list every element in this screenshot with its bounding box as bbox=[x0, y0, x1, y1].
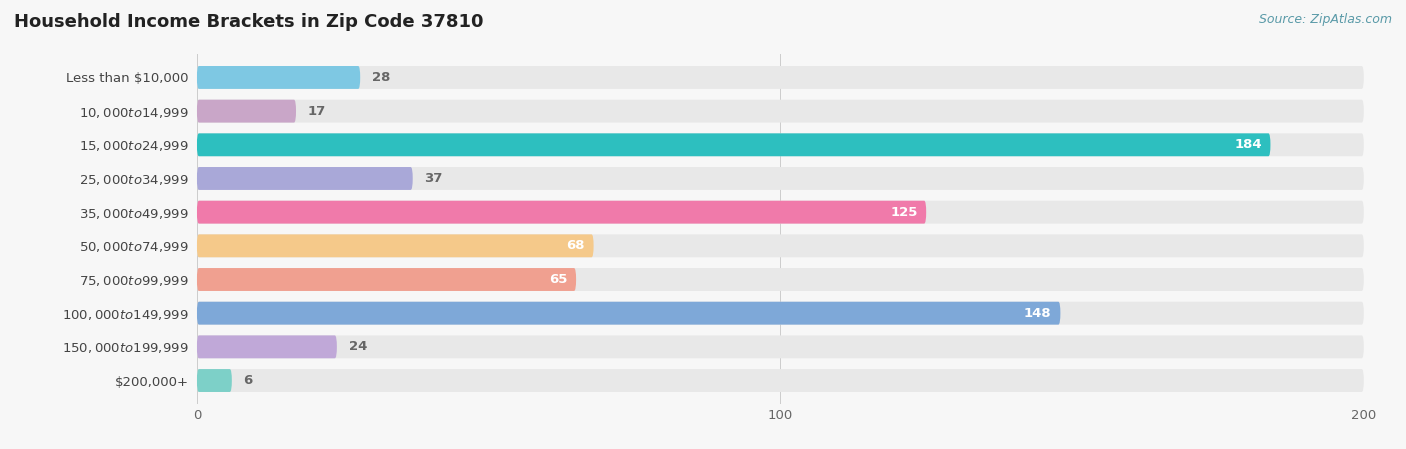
FancyBboxPatch shape bbox=[197, 201, 1364, 224]
FancyBboxPatch shape bbox=[197, 100, 1364, 123]
FancyBboxPatch shape bbox=[197, 335, 1364, 358]
FancyBboxPatch shape bbox=[197, 100, 297, 123]
FancyBboxPatch shape bbox=[197, 201, 927, 224]
FancyBboxPatch shape bbox=[197, 369, 232, 392]
Text: 6: 6 bbox=[243, 374, 253, 387]
Text: 24: 24 bbox=[349, 340, 367, 353]
FancyBboxPatch shape bbox=[197, 234, 593, 257]
Text: 37: 37 bbox=[425, 172, 443, 185]
Text: 184: 184 bbox=[1234, 138, 1261, 151]
Text: 28: 28 bbox=[373, 71, 391, 84]
Text: 125: 125 bbox=[890, 206, 918, 219]
FancyBboxPatch shape bbox=[197, 66, 1364, 89]
FancyBboxPatch shape bbox=[197, 167, 413, 190]
FancyBboxPatch shape bbox=[197, 133, 1364, 156]
FancyBboxPatch shape bbox=[197, 167, 1364, 190]
FancyBboxPatch shape bbox=[197, 302, 1364, 325]
FancyBboxPatch shape bbox=[197, 369, 1364, 392]
Text: Source: ZipAtlas.com: Source: ZipAtlas.com bbox=[1258, 13, 1392, 26]
FancyBboxPatch shape bbox=[197, 302, 1060, 325]
Text: Household Income Brackets in Zip Code 37810: Household Income Brackets in Zip Code 37… bbox=[14, 13, 484, 31]
FancyBboxPatch shape bbox=[197, 268, 576, 291]
Text: 65: 65 bbox=[548, 273, 568, 286]
FancyBboxPatch shape bbox=[197, 335, 337, 358]
Text: 17: 17 bbox=[308, 105, 326, 118]
Text: 148: 148 bbox=[1024, 307, 1052, 320]
FancyBboxPatch shape bbox=[197, 66, 360, 89]
Text: 68: 68 bbox=[567, 239, 585, 252]
FancyBboxPatch shape bbox=[197, 133, 1271, 156]
FancyBboxPatch shape bbox=[197, 268, 1364, 291]
FancyBboxPatch shape bbox=[197, 234, 1364, 257]
